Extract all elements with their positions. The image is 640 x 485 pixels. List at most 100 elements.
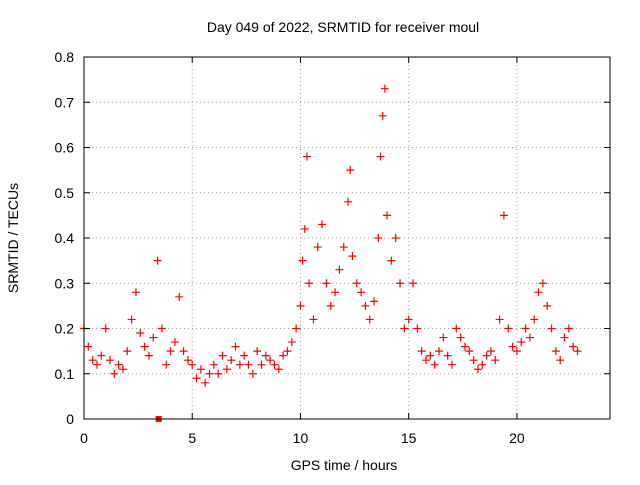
- data-point: [97, 351, 106, 360]
- data-point: [84, 342, 93, 351]
- y-tick-label: 0.2: [55, 321, 75, 337]
- x-tick-label: 5: [188, 430, 196, 446]
- data-point: [422, 356, 431, 365]
- data-point: [261, 351, 270, 360]
- data-point: [292, 324, 301, 333]
- data-point: [248, 369, 257, 378]
- data-point: [439, 333, 448, 342]
- data-point: [378, 111, 387, 120]
- data-point: [469, 356, 478, 365]
- data-point: [551, 347, 560, 356]
- data-point: [491, 356, 500, 365]
- data-point: [447, 360, 456, 369]
- y-tick-label: 0.8: [55, 49, 75, 65]
- data-point: [426, 351, 435, 360]
- data-point: [456, 333, 465, 342]
- data-point: [196, 365, 205, 374]
- data-point: [114, 360, 123, 369]
- data-point: [517, 338, 526, 347]
- data-point: [101, 324, 110, 333]
- data-point: [534, 288, 543, 297]
- data-point: [118, 365, 127, 374]
- data-point: [335, 265, 344, 274]
- data-point: [218, 351, 227, 360]
- data-point: [257, 360, 266, 369]
- data-point: [344, 197, 353, 206]
- data-point: [235, 360, 244, 369]
- data-point: [240, 351, 249, 360]
- data-point: [110, 369, 119, 378]
- data-point: [201, 378, 210, 387]
- data-point: [149, 333, 158, 342]
- data-point: [521, 324, 530, 333]
- data-point: [144, 351, 153, 360]
- data-point: [499, 211, 508, 220]
- data-point: [302, 152, 311, 161]
- chart-title: Day 049 of 2022, SRMTID for receiver mou…: [207, 19, 479, 35]
- data-point: [298, 256, 307, 265]
- data-point: [569, 342, 578, 351]
- data-point: [465, 347, 474, 356]
- data-point: [175, 292, 184, 301]
- x-tick-label: 15: [401, 430, 417, 446]
- data-point: [560, 333, 569, 342]
- data-point: [162, 360, 171, 369]
- data-point: [105, 356, 114, 365]
- data-point: [357, 288, 366, 297]
- data-point: [380, 84, 389, 93]
- data-point: [352, 279, 361, 288]
- y-tick-label: 0: [66, 411, 74, 427]
- data-point: [538, 279, 547, 288]
- data-point: [322, 279, 331, 288]
- y-tick-label: 0.3: [55, 275, 75, 291]
- data-point: [222, 365, 231, 374]
- data-point: [530, 315, 539, 324]
- data-point: [192, 374, 201, 383]
- data-point: [209, 360, 218, 369]
- data-point: [88, 356, 97, 365]
- data-point: [460, 342, 469, 351]
- data-point: [404, 315, 413, 324]
- data-point: [123, 347, 132, 356]
- data-point: [573, 347, 582, 356]
- data-point: [331, 288, 340, 297]
- data-point: [370, 297, 379, 306]
- data-point: [244, 360, 253, 369]
- data-point: [153, 256, 162, 265]
- data-point: [346, 166, 355, 175]
- grid: [84, 57, 610, 419]
- data-point: [543, 301, 552, 310]
- y-tick-label: 0.4: [55, 230, 75, 246]
- data-point: [266, 356, 275, 365]
- y-tick-label: 0.5: [55, 185, 75, 201]
- data-point: [214, 369, 223, 378]
- data-point: [183, 356, 192, 365]
- data-point: [339, 243, 348, 252]
- data-point: [564, 324, 573, 333]
- data-point: [348, 252, 357, 261]
- data-point: [365, 315, 374, 324]
- data-point: [400, 324, 409, 333]
- data-point: [478, 360, 487, 369]
- data-point: [253, 347, 262, 356]
- data-point: [131, 288, 140, 297]
- data-point: [140, 342, 149, 351]
- data-point: [525, 333, 534, 342]
- data-point: [473, 365, 482, 374]
- data-point: [452, 324, 461, 333]
- data-point: [376, 152, 385, 161]
- data-point: [482, 351, 491, 360]
- data-point: [443, 351, 452, 360]
- data-point: [504, 324, 513, 333]
- data-point: [205, 369, 214, 378]
- x-tick-label: 20: [509, 430, 525, 446]
- data-point: [287, 338, 296, 347]
- data-point: [547, 324, 556, 333]
- data-point: [188, 360, 197, 369]
- data-point: [279, 351, 288, 360]
- data-point: [434, 347, 443, 356]
- data-point: [270, 360, 279, 369]
- y-tick-label: 0.1: [55, 366, 75, 382]
